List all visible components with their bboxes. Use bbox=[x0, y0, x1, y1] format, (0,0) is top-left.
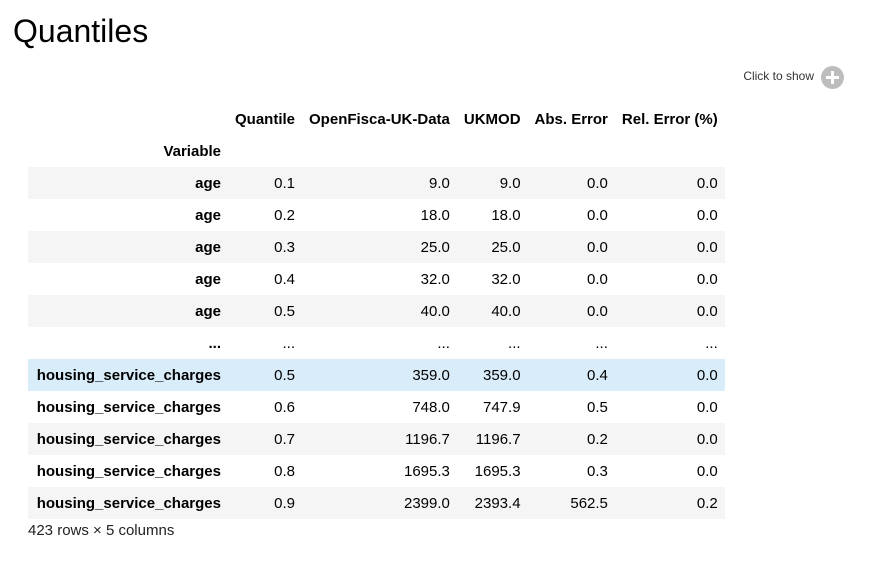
table-cell: 0.0 bbox=[587, 206, 608, 224]
table-cell: 359.0 bbox=[412, 366, 450, 384]
plus-circle-icon[interactable] bbox=[821, 66, 844, 89]
row-index-label: age bbox=[195, 238, 221, 256]
column-header: OpenFisca-UK-Data bbox=[309, 110, 450, 128]
table-cell: 9.0 bbox=[499, 174, 521, 192]
row-index-label: age bbox=[195, 174, 221, 192]
table-cell: 1196.7 bbox=[475, 430, 521, 448]
table-cell: 0.4 bbox=[587, 366, 608, 384]
table-row: age 0.3 25.0 25.0 0.0 0.0 bbox=[28, 231, 725, 263]
table-cell: 2399.0 bbox=[403, 494, 450, 512]
column-header: Abs. Error bbox=[534, 110, 608, 128]
table-cell: 2393.4 bbox=[474, 494, 521, 512]
table-row: housing_service_charges 0.5 359.0 359.0 0.4 0… bbox=[28, 359, 725, 391]
table-cell: 0.5 bbox=[587, 398, 608, 416]
row-index-label: age bbox=[195, 302, 221, 320]
table-cell: 748.0 bbox=[412, 398, 450, 416]
table-cell: 0.0 bbox=[696, 430, 718, 448]
row-index-label: housing_service_charges bbox=[36, 366, 221, 384]
table-cell: 1695.3 bbox=[403, 462, 450, 480]
table-cell: ... bbox=[705, 334, 718, 352]
row-count-footer: 423 rows × 5 columns bbox=[28, 522, 175, 539]
table-cell: 0.6 bbox=[274, 398, 296, 416]
row-index-label: age bbox=[195, 206, 221, 224]
table-cell: 0.0 bbox=[696, 302, 718, 320]
table-row: age 0.2 18.0 18.0 0.0 0.0 bbox=[28, 199, 725, 231]
row-index-label: housing_service_charges bbox=[36, 494, 221, 512]
table-cell: 0.2 bbox=[274, 206, 296, 224]
table-cell: ... bbox=[595, 334, 608, 352]
table-cell: 0.0 bbox=[696, 270, 718, 288]
table-cell: 0.0 bbox=[587, 302, 608, 320]
table-cell: 9.0 bbox=[429, 174, 450, 192]
table-cell: 0.5 bbox=[274, 366, 296, 384]
table-cell: 0.0 bbox=[587, 174, 608, 192]
table-cell: 359.0 bbox=[483, 366, 521, 384]
row-index-label: age bbox=[195, 270, 221, 288]
table-cell: 747.9 bbox=[483, 398, 521, 416]
table-cell: 0.3 bbox=[587, 462, 608, 480]
table-cell: ... bbox=[437, 334, 450, 352]
table-body: age 0.1 9.0 9.0 0.0 0.0 age 0.2 18.0 18.0 0.0 0.0 ag… bbox=[28, 167, 725, 519]
table-cell: 0.4 bbox=[274, 270, 296, 288]
table-cell: 0.0 bbox=[587, 238, 608, 256]
table-cell: 25.0 bbox=[491, 238, 521, 256]
table-cell: 0.9 bbox=[274, 494, 296, 512]
table-cell: 0.0 bbox=[696, 462, 718, 480]
table-cell: 562.5 bbox=[570, 494, 608, 512]
index-name-header: Variable bbox=[163, 142, 221, 160]
column-header-row: Quantile OpenFisca-UK-Data UKMOD Abs. Er… bbox=[28, 103, 725, 135]
column-header: Quantile bbox=[235, 110, 296, 128]
table-cell: 40.0 bbox=[420, 302, 450, 320]
table-cell: 32.0 bbox=[420, 270, 450, 288]
table-row: age 0.1 9.0 9.0 0.0 0.0 bbox=[28, 167, 725, 199]
table-cell: 0.8 bbox=[274, 462, 296, 480]
table-row: age 0.4 32.0 32.0 0.0 0.0 bbox=[28, 263, 725, 295]
table-row: age 0.5 40.0 40.0 0.0 0.0 bbox=[28, 295, 725, 327]
page-title: Quantiles bbox=[13, 13, 149, 49]
table-cell: 0.2 bbox=[587, 430, 608, 448]
corner-header-cell bbox=[28, 103, 228, 135]
table-cell: ... bbox=[282, 334, 296, 352]
table-row: housing_service_charges 0.6 748.0 747.9 0.5 0… bbox=[28, 391, 725, 423]
row-index-label: housing_service_charges bbox=[36, 430, 221, 448]
table-cell: 0.0 bbox=[587, 270, 608, 288]
table-cell: 0.0 bbox=[696, 366, 718, 384]
row-index-label: housing_service_charges bbox=[36, 462, 221, 480]
show-toggle[interactable]: Click to show bbox=[743, 66, 844, 89]
table-cell: 1196.7 bbox=[405, 430, 450, 448]
table-cell: 0.5 bbox=[274, 302, 296, 320]
table-cell: 0.1 bbox=[274, 174, 296, 192]
table-cell: 0.0 bbox=[696, 398, 718, 416]
table-cell: 32.0 bbox=[491, 270, 521, 288]
table-cell: 25.0 bbox=[420, 238, 450, 256]
table-row: .................. bbox=[28, 327, 725, 359]
index-name-row: Variable bbox=[28, 135, 725, 167]
row-index-label: ... bbox=[208, 334, 221, 352]
table-row: housing_service_charges 0.8 1695.3 1695.3 0.… bbox=[28, 455, 725, 487]
table-cell: ... bbox=[508, 334, 521, 352]
table-cell: 0.0 bbox=[696, 206, 718, 224]
table-row: housing_service_charges 0.9 2399.0 2393.4 56… bbox=[28, 487, 725, 519]
table-cell: 40.0 bbox=[491, 302, 521, 320]
row-index-label: housing_service_charges bbox=[36, 398, 221, 416]
table-row: housing_service_charges 0.7 1196.7 1196.7 0.… bbox=[28, 423, 725, 455]
column-header: Rel. Error (%) bbox=[621, 110, 718, 128]
table-cell: 0.0 bbox=[696, 238, 718, 256]
table-cell: 0.3 bbox=[274, 238, 296, 256]
table-cell: 0.0 bbox=[696, 174, 718, 192]
table-cell: 18.0 bbox=[420, 206, 450, 224]
column-header: UKMOD bbox=[463, 110, 521, 128]
quantiles-table: Quantile OpenFisca-UK-Data UKMOD Abs. Er… bbox=[28, 103, 725, 519]
table-cell: 18.0 bbox=[491, 206, 521, 224]
table-cell: 0.7 bbox=[274, 430, 296, 448]
toggle-label: Click to show bbox=[743, 68, 814, 83]
table-cell: 0.2 bbox=[696, 494, 718, 512]
table-cell: 1695.3 bbox=[474, 462, 521, 480]
